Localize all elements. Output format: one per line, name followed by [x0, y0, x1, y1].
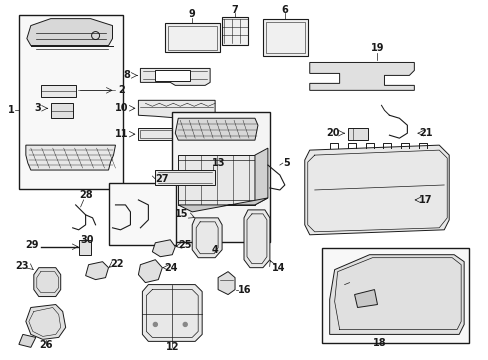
- Bar: [108, 183, 176, 245]
- Polygon shape: [347, 128, 367, 140]
- Polygon shape: [175, 118, 258, 140]
- Polygon shape: [26, 145, 115, 170]
- Bar: [140, 130, 205, 138]
- Text: 3: 3: [34, 103, 41, 113]
- Text: 29: 29: [25, 240, 39, 250]
- Circle shape: [153, 323, 157, 327]
- Polygon shape: [304, 145, 448, 235]
- Polygon shape: [152, 240, 175, 257]
- Text: 8: 8: [123, 71, 130, 80]
- Text: 5: 5: [282, 158, 289, 168]
- Polygon shape: [178, 198, 267, 212]
- Polygon shape: [192, 218, 222, 258]
- Text: 16: 16: [238, 284, 251, 294]
- Text: 4: 4: [211, 245, 218, 255]
- Polygon shape: [155, 170, 215, 185]
- Polygon shape: [19, 334, 36, 347]
- Polygon shape: [244, 210, 269, 268]
- Text: 25: 25: [178, 240, 191, 250]
- Text: 18: 18: [372, 338, 386, 348]
- Polygon shape: [138, 128, 207, 140]
- Text: 30: 30: [81, 235, 94, 245]
- Polygon shape: [254, 148, 267, 205]
- Text: 6: 6: [281, 5, 287, 15]
- Polygon shape: [218, 272, 235, 294]
- Polygon shape: [79, 240, 90, 255]
- Text: 2: 2: [118, 85, 125, 95]
- Bar: [172, 112, 269, 242]
- Text: 1: 1: [7, 105, 14, 115]
- Text: 27: 27: [155, 174, 168, 184]
- Text: 23: 23: [15, 261, 29, 271]
- Polygon shape: [138, 260, 162, 283]
- Polygon shape: [140, 68, 210, 85]
- Polygon shape: [41, 85, 76, 97]
- Text: 15: 15: [174, 209, 188, 219]
- Bar: [168, 26, 217, 50]
- Polygon shape: [34, 268, 61, 297]
- Polygon shape: [354, 289, 377, 307]
- Text: 22: 22: [110, 259, 124, 269]
- Text: 24: 24: [164, 263, 178, 273]
- Polygon shape: [51, 103, 73, 118]
- Polygon shape: [26, 305, 65, 339]
- Bar: [19, 15, 123, 189]
- Polygon shape: [309, 62, 413, 90]
- Bar: [265, 22, 304, 54]
- Polygon shape: [142, 285, 202, 341]
- Polygon shape: [85, 262, 108, 280]
- Circle shape: [183, 323, 187, 327]
- Polygon shape: [329, 255, 463, 334]
- Text: 21: 21: [419, 128, 432, 138]
- Bar: [263, 19, 307, 57]
- Bar: [222, 17, 247, 45]
- Text: 10: 10: [115, 103, 128, 113]
- Polygon shape: [27, 19, 112, 45]
- Text: 20: 20: [325, 128, 339, 138]
- Text: 12: 12: [165, 342, 179, 352]
- Polygon shape: [138, 100, 215, 118]
- Text: 14: 14: [271, 263, 285, 273]
- Text: 28: 28: [79, 190, 92, 200]
- Text: 26: 26: [39, 340, 52, 350]
- Text: 9: 9: [188, 9, 195, 19]
- Text: 17: 17: [419, 195, 432, 205]
- Text: 11: 11: [115, 129, 128, 139]
- Text: 19: 19: [370, 42, 384, 53]
- Text: 7: 7: [231, 5, 238, 15]
- Bar: [165, 23, 220, 53]
- Polygon shape: [155, 71, 190, 81]
- Text: 13: 13: [212, 158, 225, 168]
- Polygon shape: [178, 155, 254, 205]
- Bar: [321, 248, 468, 343]
